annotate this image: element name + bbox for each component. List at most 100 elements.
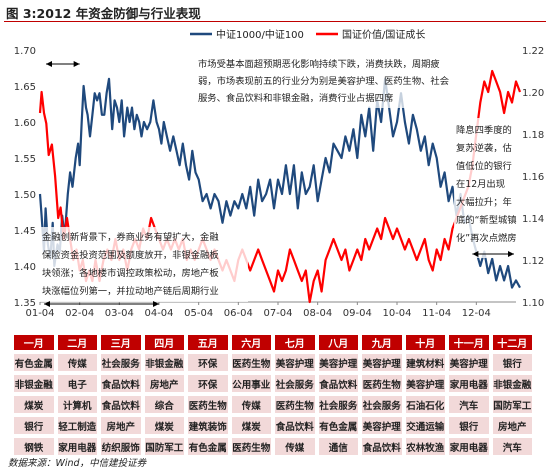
industry-cell: 房地产: [492, 417, 532, 434]
y-left-tick-label: 1.35: [14, 298, 36, 309]
annotation-left-line: 块领涨；各地楼市调控政策松动，房地产板: [42, 267, 219, 279]
industry-cell: 石油石化: [405, 396, 445, 413]
industry-cell: 电子: [57, 375, 97, 392]
industry-cell: 国防军工: [144, 438, 184, 455]
y-right-tick-label: 1.10: [522, 298, 544, 309]
annotation-arrow-head: [508, 251, 514, 257]
figure-title: 图 3:2012 年资金防御与行业表现: [6, 6, 201, 21]
industry-cell: 医药生物: [231, 354, 271, 371]
industry-cell: 银行: [492, 354, 532, 371]
industry-cell: 医药生物: [231, 438, 271, 455]
industry-cell: 食品饮料: [101, 396, 141, 413]
x-tick-label: 08-04: [303, 308, 332, 319]
industry-cell: 非银金融: [492, 375, 532, 392]
x-tick-label: 09-04: [343, 308, 372, 319]
table-row: 煤炭 计算机 食品饮料 综合 医药生物 传媒 医药生物 社会服务 社会服务 石油石化 汽车 国防军工: [14, 396, 532, 413]
x-tick-label: 07-04: [263, 308, 292, 319]
table-row: 银行 轻工制造 房地产 煤炭 建筑装饰 煤炭 食品饮料 有色金属 美容护理 交通运输 银行 房地产: [14, 417, 532, 434]
industry-cell: 家用电器: [449, 438, 489, 455]
industry-cell: 房地产: [144, 375, 184, 392]
industry-cell: 环保: [188, 375, 228, 392]
x-tick-label: 03-04: [105, 308, 134, 319]
dual-axis-line-chart: 01-04 02-04 03-04 04-04 05-04 06-04 07-04 08-04…: [14, 28, 545, 319]
industry-cell: 家用电器: [449, 375, 489, 392]
industry-cell: 食品饮料: [101, 375, 141, 392]
industry-cell: 汽车: [449, 396, 489, 413]
legend-label-2: 国证价值/国证成长: [342, 28, 425, 41]
industry-cell: 家用电器: [57, 438, 97, 455]
annotation-right-line: 降息四季度的: [456, 124, 512, 136]
annotation-right-line: 复苏逆袭，估: [456, 142, 512, 154]
industry-cell: 综合: [144, 396, 184, 413]
y-left-tick-label: 1.70: [14, 46, 36, 57]
annotation-top-line: 市场受基本面超预期恶化影响持续下跌，消费扶跌，周期疲: [198, 58, 440, 70]
annotation-right-line: 化”再次点燃房: [456, 232, 517, 244]
month-header: 十月: [405, 335, 445, 350]
x-tick-label: 12-04: [462, 308, 491, 319]
industry-cell: 银行: [14, 417, 54, 434]
industry-cell: 通信: [318, 438, 358, 455]
industry-cell: 社会服务: [362, 396, 402, 413]
x-tick-label: 10-04: [382, 308, 411, 319]
table-row: 非银金融 电子 食品饮料 房地产 环保 公用事业 社会服务 食品饮料 医药生物 美容护理 家用电器非…: [14, 375, 532, 392]
title-divider: [4, 21, 546, 22]
industry-cell: 有色金属: [188, 438, 228, 455]
month-header: 一月: [14, 335, 54, 350]
industry-cell: 非银金融: [14, 375, 54, 392]
industry-cell: 传媒: [57, 354, 97, 371]
industry-cell: 国防军工: [492, 396, 532, 413]
industry-cell: 煤炭: [14, 396, 54, 413]
y-left-tick-label: 1.60: [14, 118, 36, 129]
industry-cell: 食品饮料: [362, 438, 402, 455]
industry-cell: 美容护理: [362, 354, 402, 371]
x-tick-label: 04-04: [144, 308, 173, 319]
industry-cell: 钢铁: [14, 438, 54, 455]
annotation-right-box: [454, 118, 520, 258]
industry-cell: 社会服务: [275, 375, 315, 392]
industry-cell: 有色金属: [318, 417, 358, 434]
month-header: 十二月: [492, 335, 532, 350]
industry-cell: 社会服务: [101, 354, 141, 371]
industry-cell: 美容护理: [449, 354, 489, 371]
industry-cell: 医药生物: [275, 396, 315, 413]
y-right-tick-label: 1.14: [522, 214, 544, 225]
x-tick-label: 11-04: [422, 308, 451, 319]
industry-cell: 交通运输: [405, 417, 445, 434]
annotation-arrow-head: [44, 301, 50, 307]
y-left-tick-label: 1.55: [14, 154, 36, 165]
y-left-tick-label: 1.50: [14, 190, 36, 201]
table-row: 钢铁 家用电器 纺织服饰 国防军工 有色金属 医药生物 传媒 通信 食品饮料 农林牧渔 家用电器 汽车: [14, 438, 532, 455]
industry-cell: 银行: [449, 417, 489, 434]
industry-cell: 美容护理: [362, 417, 402, 434]
industry-cell: 房地产: [101, 417, 141, 434]
annotation-top-line: 弱，市场表现前五的行业分为别是美容护理、医药生物、社会: [198, 75, 449, 87]
annotation-left-line: 块涨幅位列第一，并拉动地产链后周期行业: [42, 285, 219, 297]
monthly-top-industries-table: 一月 二月 三月 四月 五月 六月 七月 八月 九月 十月 十一月 十二月 有色金属 传媒 社会服务 非银金…: [10, 331, 536, 459]
data-source-note: 数据来源：Wind，中信建投证券: [8, 458, 147, 469]
industry-cell: 食品饮料: [275, 417, 315, 434]
industry-cell: 轻工制造: [57, 417, 97, 434]
industry-cell: 有色金属: [14, 354, 54, 371]
series-line-1: [38, 77, 521, 289]
industry-cell: 纺织服饰: [101, 438, 141, 455]
table-row: 有色金属 传媒 社会服务 非银金融 环保 医药生物 美容护理 美容护理 美容护理 建筑材料 美容护理…: [14, 354, 532, 371]
month-header: 七月: [275, 335, 315, 350]
x-tick-label: 06-04: [224, 308, 253, 319]
x-tick-label: 01-04: [25, 308, 54, 319]
y-right-tick-label: 1.16: [522, 172, 544, 183]
industry-cell: 建筑材料: [405, 354, 445, 371]
month-header: 四月: [144, 335, 184, 350]
x-tick-label: 05-04: [184, 308, 213, 319]
month-header: 十一月: [449, 335, 489, 350]
annotation-right-line: 大幅拉升；年: [456, 196, 512, 208]
industry-cell: 美容护理: [275, 354, 315, 371]
y-left-tick-label: 1.45: [14, 226, 36, 237]
industry-cell: 汽车: [492, 438, 532, 455]
annotation-arrow-head: [73, 61, 80, 67]
annotation-right-line: 底的“新型城镇: [456, 214, 517, 226]
annotation-left-line: 金融创新背景下，券商业务有望扩大，金融: [42, 231, 219, 243]
industry-cell: 公用事业: [231, 375, 271, 392]
y-right-tick-label: 1.22: [522, 46, 544, 57]
industry-cell: 医药生物: [188, 396, 228, 413]
industry-cell: 食品饮料: [318, 375, 358, 392]
